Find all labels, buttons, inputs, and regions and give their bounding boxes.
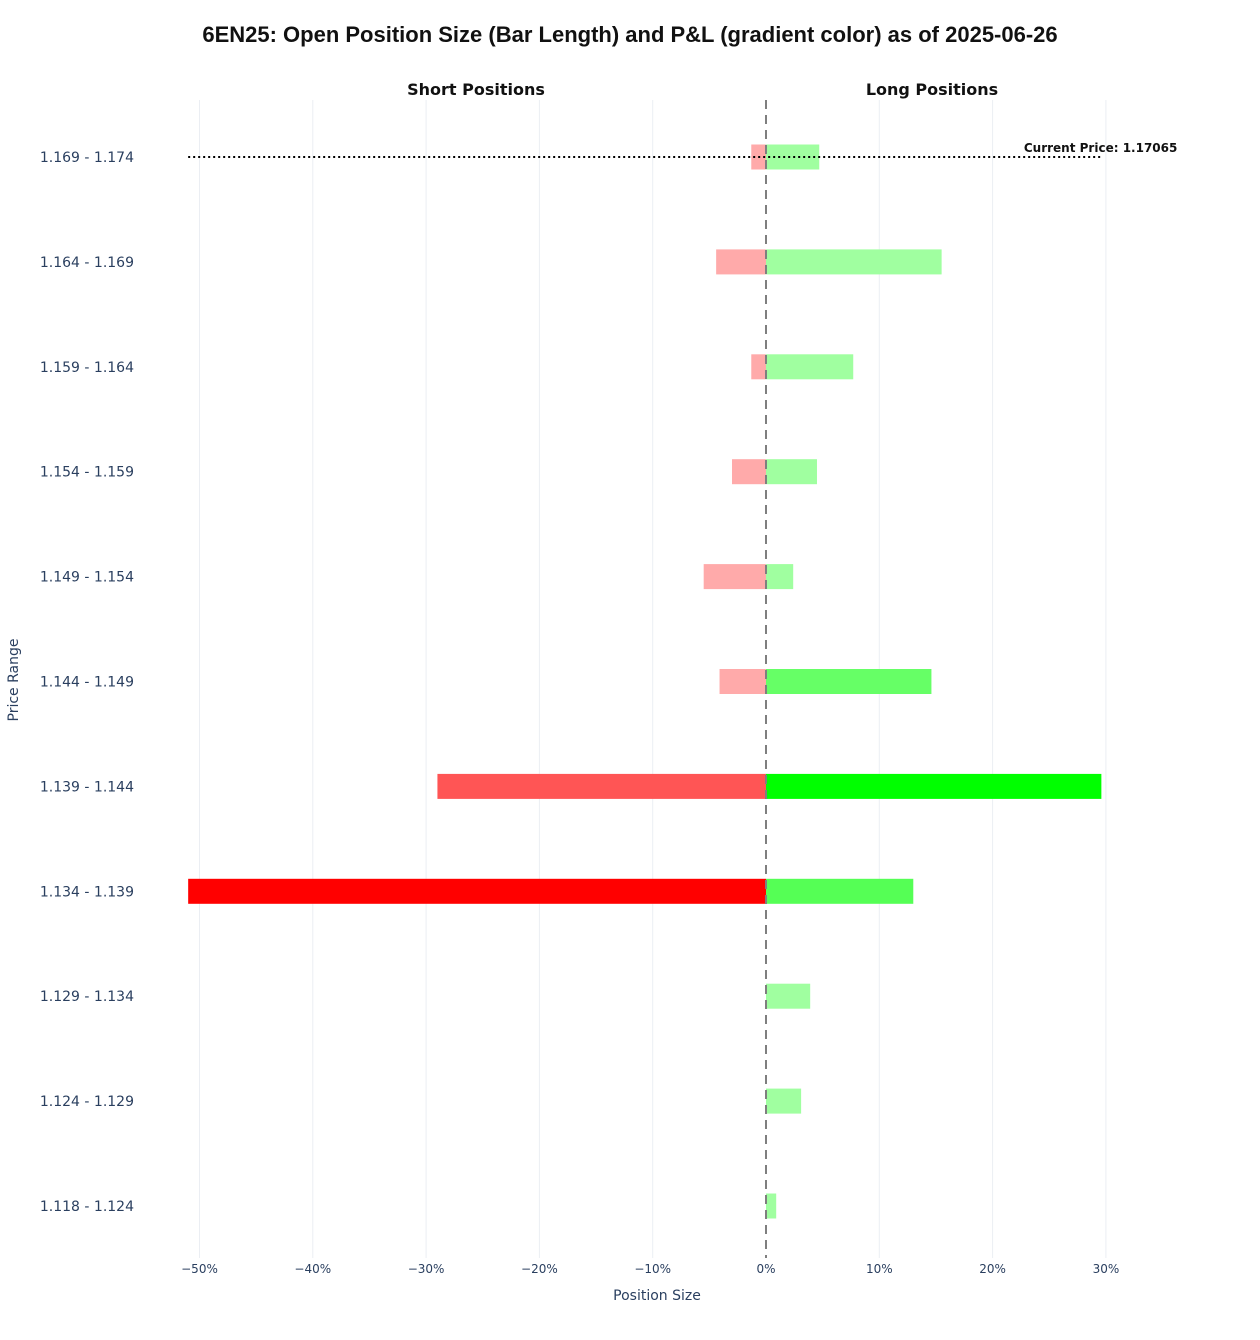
x-tick-label: 30%	[1093, 1262, 1120, 1276]
y-tick-label: 1.164 - 1.169	[40, 255, 134, 271]
y-axis-label: Price Range	[6, 639, 22, 722]
long-bar	[766, 354, 854, 380]
y-axis-ticks: 1.169 - 1.174 1.164 - 1.169 1.159 - 1.164 1…	[40, 150, 134, 1215]
long-bar	[766, 773, 1102, 799]
x-axis-ticks: −50% −40% −30% −20% −10% 0% 10% 20% 30%	[181, 1262, 1119, 1276]
long-bar	[766, 669, 932, 694]
short-bar	[703, 564, 766, 590]
long-bar	[766, 1088, 802, 1114]
long-bar	[766, 249, 942, 275]
grid-lines	[199, 100, 1107, 1258]
short-bar	[719, 669, 766, 694]
y-tick-label: 1.169 - 1.174	[40, 150, 134, 166]
x-axis-label: Position Size	[613, 1288, 701, 1304]
y-tick-label: 1.144 - 1.149	[40, 675, 134, 691]
long-positions-title: Long Positions	[866, 80, 998, 99]
y-tick-label: 1.149 - 1.154	[40, 570, 134, 586]
short-bar	[732, 459, 766, 485]
long-bar	[766, 459, 817, 485]
bars	[188, 144, 1102, 1219]
x-tick-label: −40%	[294, 1262, 331, 1276]
x-tick-label: −50%	[181, 1262, 218, 1276]
y-tick-label: 1.134 - 1.139	[40, 884, 134, 900]
long-bar	[766, 983, 811, 1009]
short-bar	[751, 354, 766, 380]
y-tick-label: 1.124 - 1.129	[40, 1094, 134, 1110]
long-bar	[766, 564, 794, 590]
y-tick-label: 1.129 - 1.134	[40, 989, 134, 1005]
x-tick-label: 10%	[866, 1262, 893, 1276]
short-bar	[437, 773, 766, 799]
y-tick-label: 1.154 - 1.159	[40, 465, 134, 481]
x-tick-label: 20%	[979, 1262, 1006, 1276]
long-bar	[766, 878, 914, 904]
chart-title: 6EN25: Open Position Size (Bar Length) a…	[202, 22, 1057, 47]
short-bar	[716, 249, 766, 275]
reference-lines: Current Price: 1.17065	[188, 100, 1177, 1258]
short-positions-title: Short Positions	[407, 80, 545, 99]
y-tick-label: 1.139 - 1.144	[40, 779, 134, 795]
y-tick-label: 1.118 - 1.124	[40, 1199, 134, 1215]
x-tick-label: −10%	[634, 1262, 671, 1276]
current-price-label: Current Price: 1.17065	[1024, 141, 1178, 155]
x-tick-label: 0%	[756, 1262, 775, 1276]
x-tick-label: −20%	[521, 1262, 558, 1276]
x-tick-label: −30%	[408, 1262, 445, 1276]
y-tick-label: 1.159 - 1.164	[40, 360, 134, 376]
short-bar	[188, 878, 767, 904]
long-bar	[766, 1193, 777, 1219]
